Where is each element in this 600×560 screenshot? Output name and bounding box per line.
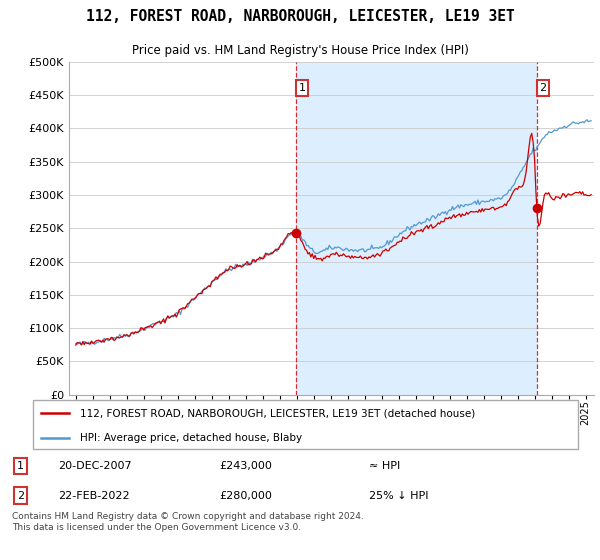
Text: 22-FEB-2022: 22-FEB-2022 bbox=[58, 491, 130, 501]
Text: 20-DEC-2007: 20-DEC-2007 bbox=[58, 461, 132, 471]
Text: 1: 1 bbox=[17, 461, 24, 471]
FancyBboxPatch shape bbox=[33, 400, 578, 449]
Text: 1: 1 bbox=[299, 83, 306, 94]
Text: Price paid vs. HM Land Registry's House Price Index (HPI): Price paid vs. HM Land Registry's House … bbox=[131, 44, 469, 57]
Text: ≈ HPI: ≈ HPI bbox=[369, 461, 400, 471]
Text: £243,000: £243,000 bbox=[220, 461, 272, 471]
Text: 112, FOREST ROAD, NARBOROUGH, LEICESTER, LE19 3ET: 112, FOREST ROAD, NARBOROUGH, LEICESTER,… bbox=[86, 9, 514, 24]
Text: 2: 2 bbox=[539, 83, 547, 94]
Text: 112, FOREST ROAD, NARBOROUGH, LEICESTER, LE19 3ET (detached house): 112, FOREST ROAD, NARBOROUGH, LEICESTER,… bbox=[80, 408, 475, 418]
Bar bbox=[296, 62, 537, 395]
Text: £280,000: £280,000 bbox=[220, 491, 272, 501]
Text: Contains HM Land Registry data © Crown copyright and database right 2024.
This d: Contains HM Land Registry data © Crown c… bbox=[12, 512, 364, 531]
Text: 25% ↓ HPI: 25% ↓ HPI bbox=[369, 491, 428, 501]
Text: HPI: Average price, detached house, Blaby: HPI: Average price, detached house, Blab… bbox=[80, 433, 302, 443]
Text: 2: 2 bbox=[17, 491, 24, 501]
